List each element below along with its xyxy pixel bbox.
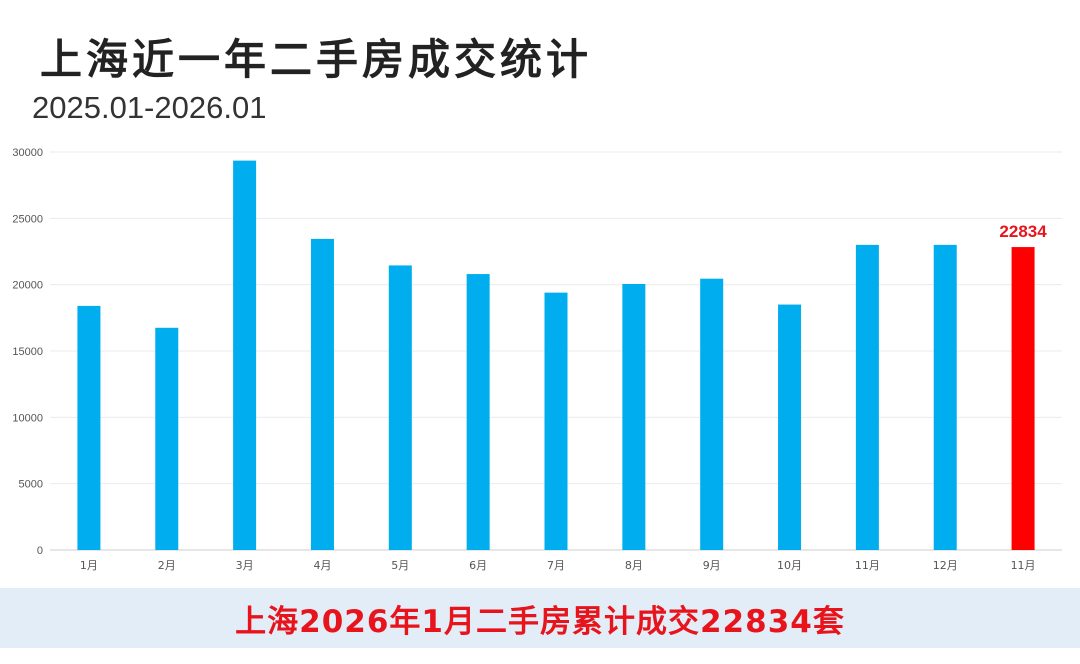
bar-2 (155, 327, 179, 550)
bar-4 (310, 238, 334, 550)
bar-8 (622, 284, 646, 550)
y-axis-ticks: 0 5000 10000 15000 20000 25000 30000 (12, 147, 43, 557)
y-tick-label: 0 (37, 545, 43, 557)
bar-10 (778, 304, 802, 550)
bar-7 (544, 292, 568, 550)
x-tick-label: 12月 (933, 559, 958, 572)
x-tick-label: 8月 (625, 559, 643, 572)
x-axis-ticks: 1月 2月 3月 4月 5月 6月 7月 8月 9月 10月 11月 12月 11月 (80, 559, 1036, 572)
summary-banner: 上海2026年1月二手房累计成交22834套 (0, 588, 1080, 648)
date-range-subtitle: 2025.01-2026.01 (32, 90, 267, 125)
bar-1 (77, 305, 101, 550)
bar-9 (700, 278, 724, 550)
y-tick-label: 15000 (12, 346, 43, 358)
bar-chart: 0 5000 10000 15000 20000 25000 30000 1月 2月 3月 4月 5… (12, 147, 1062, 572)
bar-3 (233, 160, 257, 550)
x-tick-label: 11月 (855, 559, 880, 572)
y-tick-label: 10000 (12, 412, 43, 424)
bar-5 (388, 265, 412, 550)
x-tick-label: 4月 (313, 559, 331, 572)
chart-title: 上海近一年二手房成交统计 (40, 35, 593, 84)
x-tick-label: 2月 (158, 559, 176, 572)
x-tick-label: 3月 (236, 559, 254, 572)
bar-6 (466, 274, 490, 550)
bar-13 (1011, 247, 1035, 550)
x-tick-label: 6月 (469, 559, 487, 572)
summary-text: 上海2026年1月二手房累计成交22834套 (235, 603, 845, 640)
data-label: 22834 (999, 222, 1047, 241)
bar-12 (933, 244, 957, 550)
bar-11 (855, 244, 879, 550)
x-tick-label: 1月 (80, 559, 98, 572)
x-tick-label: 11月 (1011, 559, 1036, 572)
bars (77, 160, 1035, 550)
y-tick-label: 20000 (12, 280, 43, 292)
x-tick-label: 10月 (777, 559, 802, 572)
y-tick-label: 25000 (12, 213, 43, 225)
x-tick-label: 5月 (391, 559, 409, 572)
y-tick-label: 5000 (19, 479, 43, 491)
y-tick-label: 30000 (12, 147, 43, 159)
x-tick-label: 9月 (703, 559, 721, 572)
x-tick-label: 7月 (547, 559, 565, 572)
data-labels: 22834 (999, 222, 1047, 241)
